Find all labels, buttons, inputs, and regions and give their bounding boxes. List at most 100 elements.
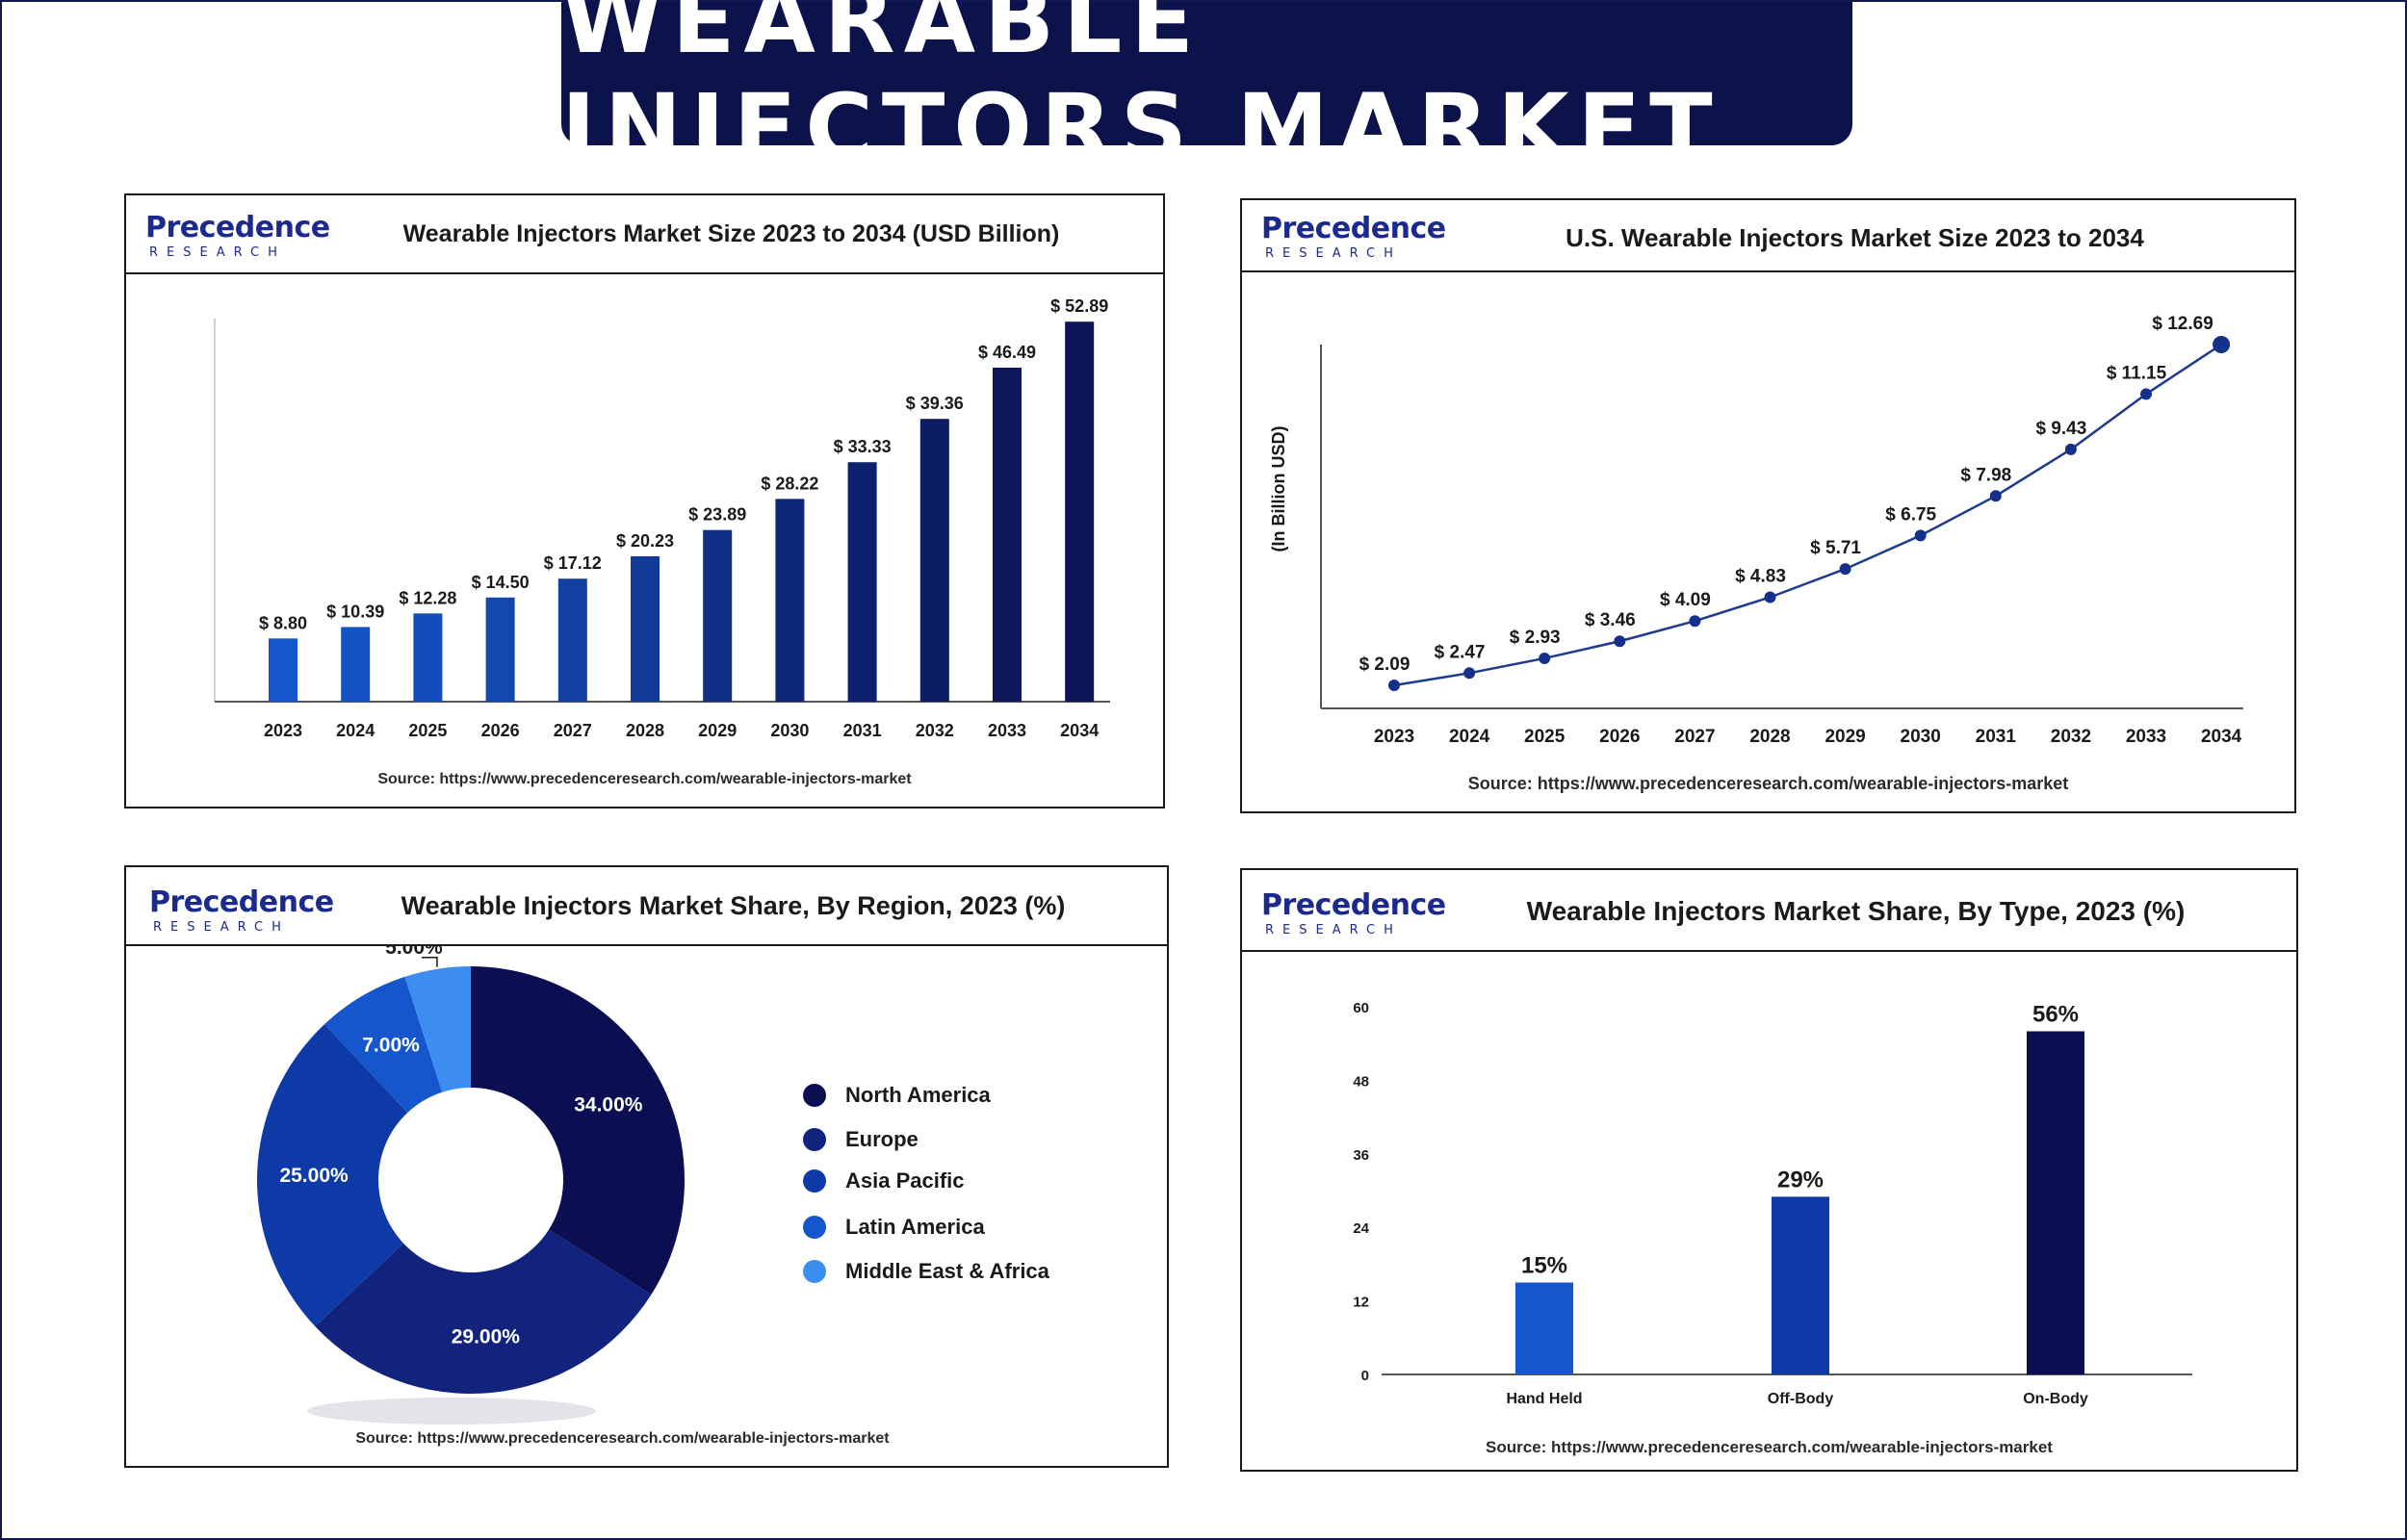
- legend-label: Latin America: [845, 1215, 985, 1239]
- data-point: [1764, 591, 1776, 603]
- x-tick-label: 2029: [1825, 727, 1865, 747]
- y-tick-label: 12: [1353, 1295, 1369, 1311]
- legend-item: North America: [803, 1081, 991, 1110]
- x-tick-label: 2033: [988, 721, 1026, 740]
- bar-value-label: $ 20.23: [616, 531, 674, 551]
- bar: [1515, 1282, 1573, 1374]
- y-tick-label: 24: [1353, 1220, 1369, 1237]
- x-tick-label: 2026: [481, 721, 520, 740]
- x-tick-label: Hand Held: [1506, 1391, 1582, 1407]
- donut-slice: [257, 1024, 408, 1326]
- bar-value-label: $ 46.49: [978, 343, 1036, 362]
- source-text: Source: https://www.precedenceresearch.c…: [1467, 774, 2069, 793]
- main-title-banner: WEARABLE INJECTORS MARKET: [561, 0, 1852, 182]
- bar: [631, 555, 660, 702]
- x-tick-label: 2026: [1599, 727, 1640, 747]
- donut-slice: [471, 966, 685, 1295]
- x-tick-label: 2030: [1901, 727, 1941, 747]
- source-text: Source: https://www.precedenceresearch.c…: [1486, 1438, 2053, 1456]
- panel-header: Precedence RESEARCH Wearable Injectors M…: [1242, 870, 2296, 952]
- data-point: [1463, 667, 1476, 680]
- precedence-research-logo: Precedence RESEARCH: [145, 211, 330, 261]
- slice-value-label: 5.00%: [385, 946, 443, 959]
- x-tick-label: 2023: [1374, 727, 1414, 747]
- x-tick-label: 2028: [1749, 727, 1790, 747]
- x-tick-label: 2031: [1976, 727, 2017, 747]
- legend-label: Middle East & Africa: [845, 1259, 1049, 1283]
- x-tick-label: 2034: [2201, 727, 2242, 747]
- bar-value-label: 15%: [1521, 1253, 1567, 1279]
- data-value-label: $ 4.83: [1735, 566, 1786, 586]
- slice-leader-line: [421, 957, 438, 967]
- legend-swatch: [803, 1169, 826, 1193]
- x-tick-label: 2027: [554, 721, 592, 740]
- bar-value-label: $ 52.89: [1050, 296, 1108, 316]
- data-value-label: $ 12.69: [2152, 314, 2213, 334]
- data-value-label: $ 2.47: [1435, 642, 1486, 662]
- precedence-research-logo: Precedence RESEARCH: [1261, 212, 1446, 262]
- bar: [1065, 321, 1095, 702]
- type-share-panel: Precedence RESEARCH Wearable Injectors M…: [1240, 868, 2298, 1472]
- bar: [993, 367, 1022, 702]
- x-tick-label: 2023: [264, 721, 302, 740]
- donut-slice: [315, 1229, 652, 1394]
- panel-title: Wearable Injectors Market Size 2023 to 2…: [402, 220, 1060, 247]
- data-point: [2064, 443, 2077, 455]
- logo-wordmark: Precedence: [1261, 888, 1446, 922]
- panel-header: Precedence RESEARCH Wearable Injectors M…: [126, 867, 1167, 946]
- source-text: Source: https://www.precedenceresearch.c…: [355, 1430, 890, 1447]
- logo-wordmark: Precedence: [1261, 212, 1446, 245]
- bar: [1772, 1196, 1829, 1374]
- bar: [485, 597, 515, 702]
- x-tick-label: 2031: [843, 721, 882, 740]
- x-tick-label: 2027: [1674, 727, 1715, 747]
- global-market-size-panel: Precedence RESEARCH Wearable Injectors M…: [124, 193, 1165, 808]
- data-value-label: $ 2.09: [1359, 654, 1411, 675]
- x-tick-label: 2029: [698, 721, 737, 740]
- bar-value-label: $ 23.89: [688, 505, 746, 525]
- legend-swatch: [803, 1128, 826, 1151]
- data-value-label: $ 11.15: [2107, 363, 2167, 383]
- bar: [919, 419, 949, 702]
- precedence-research-logo: Precedence RESEARCH: [1261, 888, 1446, 938]
- donut-slice: [324, 976, 443, 1114]
- donut-shadow: [307, 1398, 596, 1424]
- data-value-label: $ 5.71: [1810, 538, 1861, 558]
- data-point: [1689, 615, 1701, 628]
- data-value-label: $ 4.09: [1660, 590, 1711, 610]
- x-tick-label: On-Body: [2023, 1391, 2088, 1407]
- bar-value-label: $ 33.33: [834, 437, 892, 456]
- region-share-panel: Precedence RESEARCH Wearable Injectors M…: [124, 865, 1169, 1468]
- bar: [775, 499, 805, 702]
- legend-item: Middle East & Africa: [803, 1257, 1049, 1286]
- legend-item: Asia Pacific: [803, 1167, 965, 1195]
- bar: [557, 578, 587, 702]
- data-point: [1614, 635, 1626, 648]
- region-legend: North America Europe Asia Pacific Latin Ame…: [803, 1081, 1150, 1331]
- legend-item: Europe: [803, 1125, 919, 1154]
- slice-value-label: 29.00%: [452, 1325, 521, 1348]
- bar: [413, 613, 443, 702]
- data-value-label: $ 6.75: [1885, 504, 1936, 525]
- x-tick-label: 2025: [1524, 727, 1566, 747]
- x-tick-label: 2030: [770, 721, 809, 740]
- legend-swatch: [803, 1084, 826, 1107]
- x-tick-label: 2024: [1449, 727, 1490, 747]
- panel-title: Wearable Injectors Market Share, By Regi…: [401, 891, 1066, 920]
- us-line-chart: (In Billion USD) $ 2.09 2023 $ 2.47 2024 $ 2.…: [1269, 314, 2243, 747]
- region-donut-chart: 34.00% 29.00% 25.00% 7.00% 5.00%: [257, 946, 685, 1424]
- series-line: [1393, 343, 2222, 687]
- bar: [341, 627, 371, 702]
- legend-swatch: [803, 1216, 826, 1239]
- panel-title: U.S. Wearable Injectors Market Size 2023…: [1566, 223, 2144, 252]
- bar-value-label: 56%: [2032, 1001, 2079, 1027]
- x-tick-label: 2024: [336, 721, 375, 740]
- bar: [847, 462, 877, 702]
- bar-value-label: $ 14.50: [472, 573, 530, 592]
- y-tick-label: 60: [1353, 1000, 1369, 1016]
- bar-value-label: $ 17.12: [544, 553, 602, 573]
- panel-header: Precedence RESEARCH Wearable Injectors M…: [126, 195, 1163, 274]
- x-tick-label: 2033: [2126, 727, 2166, 747]
- logo-subtext: RESEARCH: [153, 920, 290, 935]
